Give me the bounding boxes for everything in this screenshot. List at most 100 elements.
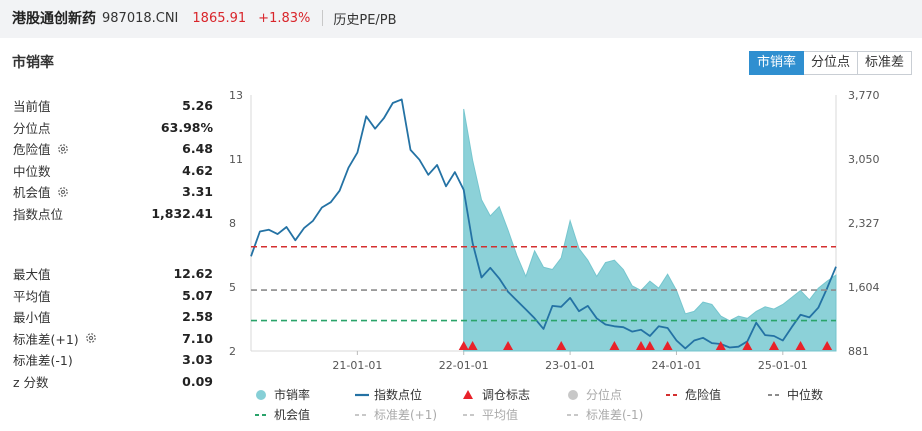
legend-label: 分位点 <box>586 387 622 402</box>
rebalance-marker <box>742 341 753 350</box>
y-tick-left: 5 <box>229 281 236 294</box>
rebalance-marker <box>503 341 514 350</box>
legend-label: 危险值 <box>685 387 721 402</box>
x-tick-label: 23-01-01 <box>545 359 595 372</box>
y-tick-left: 2 <box>229 345 236 358</box>
legend-label: 指数点位 <box>374 387 422 402</box>
tab-stddev[interactable]: 标准差 <box>857 51 912 75</box>
stat-label-text: 中位数 <box>13 163 51 179</box>
gear-icon[interactable] <box>57 186 69 198</box>
legend-item: 机会值 <box>255 407 310 422</box>
stat-row: 机会值 3.31 <box>13 181 213 203</box>
stat-label: 危险值 <box>13 139 69 158</box>
legend-item: 危险值 <box>666 387 721 402</box>
rebalance-marker <box>822 341 833 350</box>
stat-label-text: 当前值 <box>13 99 51 115</box>
rebalance-marker <box>768 341 779 350</box>
stat-label-text: 平均值 <box>13 288 51 304</box>
stat-label-text: 标准差(+1) <box>13 331 79 347</box>
x-tick-label: 22-01-01 <box>439 359 489 372</box>
legend-label: 标准差(-1) <box>586 408 643 422</box>
stats-panel-bottom: 最大值 12.62 平均值 5.07 最小值 2.58 标准差(+1) 7.10 标准差(-1)… <box>13 263 213 392</box>
stat-label: 中位数 <box>13 161 51 180</box>
y-tick-right: 3,770 <box>848 89 880 102</box>
gear-icon[interactable] <box>57 143 69 155</box>
stat-row: 最小值 2.58 <box>13 306 213 328</box>
stat-value: 7.10 <box>182 330 213 346</box>
x-tick-label: 25-01-01 <box>758 359 808 372</box>
rebalance-marker <box>662 341 673 350</box>
legend-item: 市销率 <box>256 387 310 402</box>
stat-label: 分位点 <box>13 118 51 137</box>
stat-row: 标准差(+1) 7.10 <box>13 328 213 350</box>
stat-row: 当前值 5.26 <box>13 95 213 117</box>
y-tick-right: 881 <box>848 345 869 358</box>
rebalance-marker <box>467 341 478 350</box>
stat-label: 最大值 <box>13 264 51 283</box>
card-title: 市销率 <box>12 55 54 71</box>
stat-label-text: 危险值 <box>13 142 51 158</box>
stat-row: 指数点位 1,832.41 <box>13 203 213 225</box>
index-code: 987018.CNI <box>102 10 179 26</box>
index-line-series <box>250 98 837 350</box>
stat-label: 最小值 <box>13 307 51 326</box>
legend-label: 中位数 <box>787 387 823 402</box>
stat-label: 标准差(-1) <box>13 350 73 369</box>
stat-value: 63.98% <box>160 119 213 135</box>
tab-ps[interactable]: 市销率 <box>748 51 804 75</box>
stat-label-text: z 分数 <box>13 374 49 390</box>
rebalance-marker <box>458 341 469 350</box>
legend-label: 市销率 <box>274 387 310 402</box>
metric-tabs: 市销率 分位点 标准差 <box>748 51 912 75</box>
stat-value: 5.26 <box>182 98 213 114</box>
stat-row: 平均值 5.07 <box>13 285 213 307</box>
legend-swatch-circle <box>568 390 578 400</box>
y-tick-left: 11 <box>229 153 243 166</box>
stat-label: 标准差(+1) <box>13 329 97 348</box>
stat-label: 平均值 <box>13 286 51 305</box>
rebalance-marker <box>636 341 646 350</box>
stat-value: 0.09 <box>182 373 213 389</box>
stat-label-text: 最大值 <box>13 267 51 283</box>
stat-row: 分位点 63.98% <box>13 117 213 139</box>
legend-item: 标准差(-1) <box>567 408 643 422</box>
legend-item: 标准差(+1) <box>355 408 437 422</box>
legend-item: 指数点位 <box>355 387 422 402</box>
stat-row: 中位数 4.62 <box>13 160 213 182</box>
history-pe-pb-link[interactable]: 历史PE/PB <box>333 12 397 28</box>
rebalance-marker <box>795 341 806 350</box>
stats-panel-top: 当前值 5.26 分位点 63.98% 危险值 6.48 中位数 4.62 机会值 3.31 指数点… <box>13 95 213 224</box>
stat-value: 2.58 <box>182 309 213 325</box>
stat-label: z 分数 <box>13 372 49 391</box>
index-change: +1.83% <box>258 10 311 26</box>
legend-item: 分位点 <box>568 387 622 402</box>
ps-card: 市销率 市销率 分位点 标准差 当前值 5.26 分位点 63.98% 危险值 6.48 中… <box>0 38 922 431</box>
ps-chart: 13 11 8 5 2 3,770 3,050 2,327 1,604 881 21-01-01 22… <box>229 89 880 422</box>
stat-value: 6.48 <box>182 141 213 157</box>
stat-value: 4.62 <box>182 162 213 178</box>
stat-row: z 分数 0.09 <box>13 371 213 393</box>
rebalance-marker <box>609 341 620 350</box>
stat-row: 最大值 12.62 <box>13 263 213 285</box>
stat-value: 3.03 <box>182 352 213 368</box>
tab-percentile[interactable]: 分位点 <box>803 51 858 75</box>
legend-item: 调仓标志 <box>463 388 530 402</box>
stat-row: 标准差(-1) 3.03 <box>13 349 213 371</box>
header-divider <box>322 10 324 26</box>
legend-swatch-circle <box>256 390 266 400</box>
stat-label-text: 机会值 <box>13 185 51 201</box>
y-tick-right: 3,050 <box>848 153 880 166</box>
ps-area-series <box>463 108 837 352</box>
index-name: 港股通创新药 <box>12 11 96 27</box>
legend-label: 标准差(+1) <box>374 408 437 422</box>
stat-label-text: 分位点 <box>13 120 51 136</box>
y-tick-right: 1,604 <box>848 281 880 294</box>
legend-swatch-triangle <box>463 390 473 399</box>
y-tick-left: 13 <box>229 89 243 102</box>
stat-value: 3.31 <box>182 184 213 200</box>
stat-value: 5.07 <box>182 287 213 303</box>
stat-label: 当前值 <box>13 96 51 115</box>
gear-icon[interactable] <box>85 332 97 344</box>
legend-item: 平均值 <box>463 407 518 422</box>
